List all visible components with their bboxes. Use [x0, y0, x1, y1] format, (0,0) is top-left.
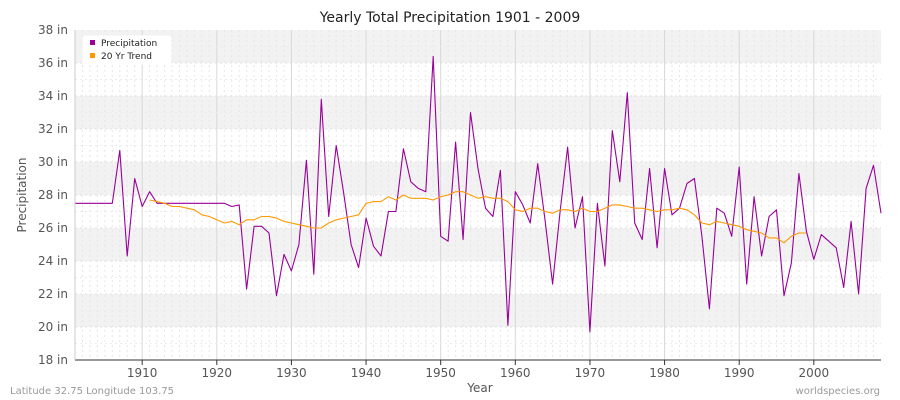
y-tick-label: 38 in	[38, 23, 68, 37]
x-tick-label: 1990	[724, 366, 755, 380]
x-tick-label: 2000	[799, 366, 830, 380]
y-tick-label: 34 in	[38, 89, 68, 103]
axes	[74, 30, 881, 361]
x-tick-label: 1910	[127, 366, 158, 380]
legend-swatch-trend	[90, 53, 95, 58]
series-line-precipitation	[75, 55, 882, 333]
y-tick-label: 22 in	[38, 287, 68, 301]
grid-lines	[75, 30, 881, 360]
y-axis-title: Precipitation	[15, 157, 29, 232]
legend-box	[82, 35, 172, 65]
x-axis-ticks: 1910 1920 1930 1940 1950 1960 1970 1980 1990 2000	[127, 360, 829, 380]
x-tick-label: 1950	[425, 366, 456, 380]
x-tick-label: 1970	[575, 366, 606, 380]
y-tick-label: 20 in	[38, 320, 68, 334]
y-tick-label: 30 in	[38, 155, 68, 169]
y-tick-label: 26 in	[38, 221, 68, 235]
series-layer	[75, 55, 882, 333]
y-tick-label: 28 in	[38, 188, 68, 202]
y-tick-label: 18 in	[38, 353, 68, 367]
legend-swatch-precipitation	[90, 40, 95, 45]
legend-label-precipitation: Precipitation	[101, 39, 157, 49]
footer-source: worldspecies.org	[796, 386, 880, 397]
x-tick-label: 1980	[649, 366, 680, 380]
x-tick-label: 1930	[276, 366, 307, 380]
y-axis-ticks: 18 in 20 in 22 in 24 in 26 in 28 in 30 in 32 in…	[38, 23, 68, 367]
y-tick-label: 32 in	[38, 122, 68, 136]
x-tick-label: 1960	[500, 366, 531, 380]
y-tick-label: 36 in	[38, 56, 68, 70]
x-axis-title: Year	[466, 381, 492, 395]
legend-label-trend: 20 Yr Trend	[101, 52, 152, 62]
chart-title: Yearly Total Precipitation 1901 - 2009	[319, 10, 581, 26]
series-line-trend	[149, 191, 807, 244]
x-tick-label: 1940	[351, 366, 382, 380]
footer-location: Latitude 32.75 Longitude 103.75	[10, 386, 174, 397]
legend: Precipitation 20 Yr Trend	[82, 35, 172, 65]
x-tick-label: 1920	[202, 366, 233, 380]
y-tick-label: 24 in	[38, 254, 68, 268]
